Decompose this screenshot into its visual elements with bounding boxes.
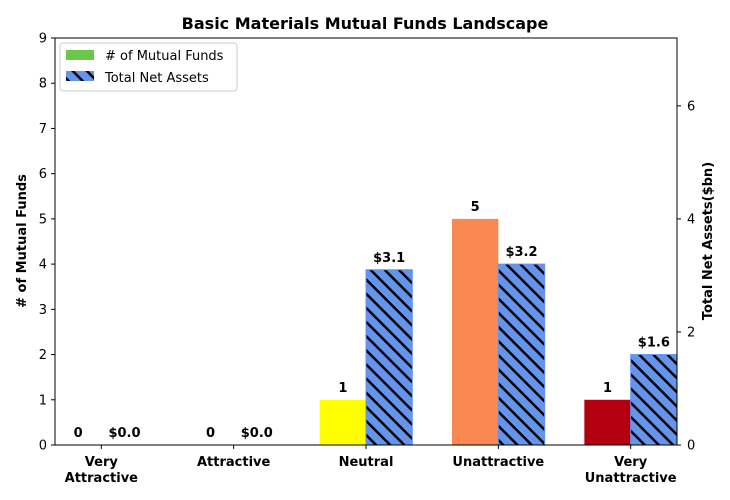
legend-box (59, 42, 238, 92)
right-axis-tick-label: 4 (687, 212, 695, 227)
right-axis-tick-label: 6 (687, 99, 695, 114)
x-axis-category-label: Unattractive (452, 455, 544, 470)
legend-label-assets: Total Net Assets (104, 71, 209, 86)
left-axis-tick-label: 8 (39, 77, 47, 92)
bar-funds (452, 218, 499, 445)
x-axis-category-label: Unattractive (585, 471, 677, 486)
bar-label-assets: $1.6 (638, 336, 670, 351)
bar-assets (630, 354, 678, 446)
right-axis-tick-label: 2 (687, 325, 695, 340)
x-axis-category-label: Very (614, 455, 648, 470)
x-axis-category-label: Attractive (197, 455, 271, 470)
bar-label-funds: 1 (338, 381, 347, 396)
bar-label-funds: 0 (206, 426, 215, 441)
left-axis-tick-label: 7 (39, 122, 47, 137)
x-axis-category-label: Very (85, 455, 119, 470)
bar-label-assets: $3.2 (505, 245, 537, 260)
left-axis-tick-label: 6 (39, 167, 47, 182)
chart-title: Basic Materials Mutual Funds Landscape (182, 14, 549, 33)
bar-funds (584, 399, 631, 445)
legend-swatch-funds (66, 50, 94, 60)
y-axis-label-left: # of Mutual Funds (15, 174, 30, 308)
legend-label-funds: # of Mutual Funds (105, 49, 224, 64)
bar-label-assets: $0.0 (108, 426, 140, 441)
right-axis-tick-label: 0 (687, 439, 695, 454)
bar-label-layer: 0 $0.0 0 $0.0 1 $3.1 5 $3.2 1 $1.6 (74, 200, 670, 441)
legend: # of Mutual Funds Total Net Assets (59, 42, 238, 92)
bar-label-assets: $0.0 (241, 426, 273, 441)
bar-label-funds: 1 (603, 381, 612, 396)
left-axis-tick-label: 0 (39, 439, 47, 454)
legend-swatch-assets (66, 71, 94, 81)
x-axis-category-label: Attractive (65, 471, 139, 486)
bar-assets (365, 269, 413, 446)
y-axis-label-right: Total Net Assets($bn) (701, 162, 716, 320)
left-axis-tick-label: 2 (39, 348, 47, 363)
left-axis-tick-label: 5 (39, 212, 47, 227)
left-axis-tick-label: 3 (39, 303, 47, 318)
left-axis: 0 1 2 3 4 5 6 7 8 9 (39, 32, 55, 454)
bar-layer (319, 218, 678, 446)
bar-label-funds: 5 (471, 200, 480, 215)
bar-funds (319, 399, 366, 445)
left-axis-tick-label: 9 (39, 32, 47, 47)
x-axis-category-label: Neutral (339, 455, 394, 470)
right-axis: 0 2 4 6 (677, 99, 695, 454)
bar-label-funds: 0 (74, 426, 83, 441)
left-axis-tick-label: 1 (39, 393, 47, 408)
left-axis-tick-label: 4 (39, 258, 47, 273)
bar-assets (497, 263, 546, 446)
bar-label-assets: $3.1 (373, 251, 405, 266)
